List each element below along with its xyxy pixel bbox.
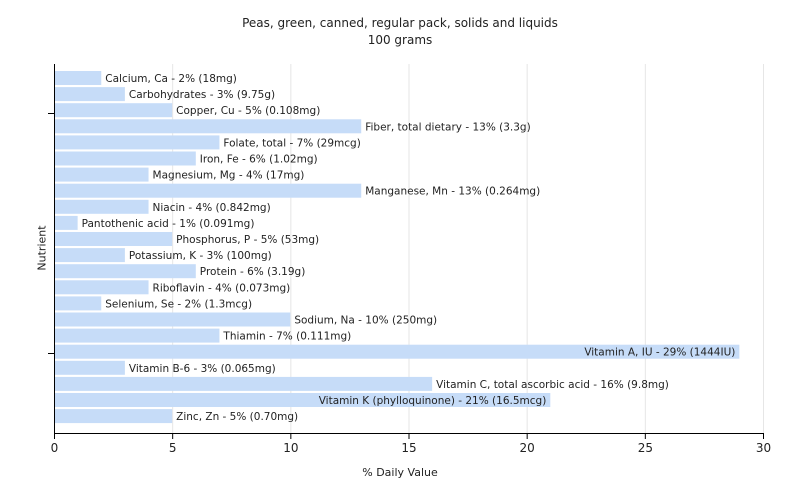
bar-label: Carbohydrates - 3% (9.75g)	[129, 89, 275, 101]
bar-label: Zinc, Zn - 5% (0.70mg)	[176, 411, 298, 423]
bar	[54, 248, 125, 263]
bar	[54, 296, 102, 311]
bar	[54, 103, 173, 118]
bar-label: Phosphorus, P - 5% (53mg)	[176, 234, 319, 246]
bar-label: Sodium, Na - 10% (250mg)	[294, 315, 437, 327]
bar	[54, 344, 740, 359]
bar-label: Vitamin K (phylloquinone) - 21% (16.5mcg…	[319, 395, 547, 407]
bar-label: Vitamin A, IU - 29% (1444IU)	[584, 347, 735, 359]
bar	[54, 135, 220, 150]
x-tick-label: 20	[520, 441, 535, 455]
bar	[54, 393, 551, 407]
x-tick-label: 30	[756, 441, 771, 455]
chart-title: Peas, green, canned, regular pack, solid…	[242, 16, 558, 30]
bar-label: Magnesium, Mg - 4% (17mg)	[153, 170, 305, 182]
bar-label: Thiamin - 7% (0.111mg)	[222, 331, 351, 343]
bar	[54, 360, 125, 375]
x-tick-label: 10	[283, 441, 298, 455]
bar-label: Pantothenic acid - 1% (0.091mg)	[82, 218, 255, 230]
bar	[54, 280, 149, 295]
bar-label: Riboflavin - 4% (0.073mg)	[153, 282, 291, 294]
x-axis-label: % Daily Value	[362, 466, 438, 479]
bar-label: Iron, Fe - 6% (1.02mg)	[200, 154, 318, 166]
bar	[54, 199, 149, 214]
x-tick-label: 5	[169, 441, 177, 455]
bar-label: Manganese, Mn - 13% (0.264mg)	[365, 186, 540, 198]
bar-label: Potassium, K - 3% (100mg)	[129, 250, 272, 262]
bar	[54, 215, 78, 230]
bar	[54, 312, 291, 327]
bar-label: Selenium, Se - 2% (1.3mcg)	[105, 298, 252, 310]
bar-label: Calcium, Ca - 2% (18mg)	[105, 73, 237, 85]
bar	[54, 409, 173, 424]
bar	[54, 328, 220, 343]
bar	[54, 167, 149, 182]
bar	[54, 376, 433, 391]
bar-label: Vitamin B-6 - 3% (0.065mg)	[129, 363, 276, 375]
x-tick-label: 15	[401, 441, 416, 455]
bar	[54, 264, 196, 279]
bar-label: Folate, total - 7% (29mcg)	[223, 137, 360, 149]
bar	[54, 119, 362, 134]
bar	[54, 71, 102, 85]
bar	[54, 232, 173, 246]
x-tick-label: 0	[51, 441, 59, 455]
bar	[54, 151, 196, 166]
bar-label: Niacin - 4% (0.842mg)	[153, 202, 271, 214]
bar-label: Vitamin C, total ascorbic acid - 16% (9.…	[436, 379, 669, 391]
bar	[54, 87, 125, 102]
bar	[54, 183, 362, 198]
bar-label: Protein - 6% (3.19g)	[200, 266, 306, 278]
x-tick-label: 25	[638, 441, 653, 455]
bar-label: Copper, Cu - 5% (0.108mg)	[176, 105, 320, 117]
bar-label: Fiber, total dietary - 13% (3.3g)	[365, 121, 530, 133]
chart-subtitle: 100 grams	[367, 33, 433, 47]
